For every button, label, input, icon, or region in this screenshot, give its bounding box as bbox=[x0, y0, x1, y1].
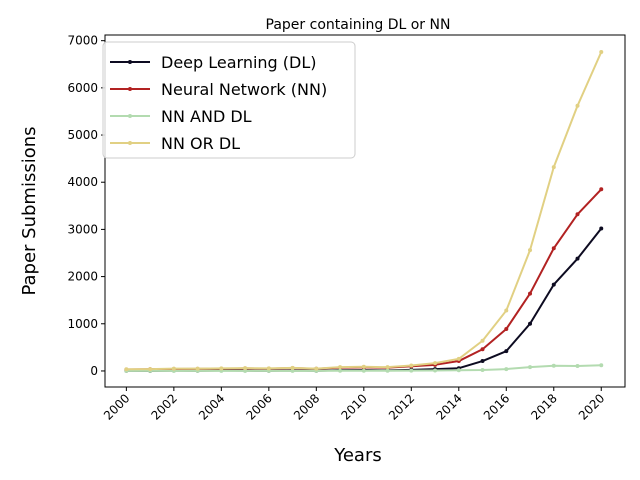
data-point bbox=[575, 364, 580, 368]
series-nn-or-dl bbox=[124, 49, 604, 372]
legend-marker bbox=[128, 114, 132, 118]
data-point bbox=[599, 226, 604, 231]
data-point bbox=[551, 246, 556, 251]
y-tick-label: 4000 bbox=[67, 175, 98, 189]
x-axis-title: Years bbox=[333, 445, 382, 466]
legend-marker bbox=[128, 87, 132, 91]
data-point bbox=[219, 366, 224, 371]
data-point bbox=[385, 368, 390, 373]
data-point bbox=[504, 367, 509, 372]
data-point bbox=[551, 363, 556, 368]
data-point bbox=[480, 359, 485, 364]
legend-box bbox=[102, 41, 356, 159]
data-point bbox=[456, 368, 461, 373]
data-point bbox=[338, 368, 343, 373]
data-point bbox=[528, 365, 533, 370]
data-point bbox=[504, 308, 509, 313]
legend-entry: Deep Learning (DL) bbox=[110, 53, 317, 72]
data-point bbox=[409, 363, 414, 368]
legend-entry: NN OR DL bbox=[110, 134, 240, 153]
legend-marker bbox=[128, 141, 132, 145]
data-point bbox=[480, 338, 485, 343]
data-point bbox=[148, 367, 153, 372]
data-point bbox=[385, 365, 390, 370]
y-tick-label: 5000 bbox=[67, 128, 98, 142]
legend-label: Neural Network (NN) bbox=[161, 80, 327, 99]
legend-label: NN OR DL bbox=[161, 134, 240, 153]
y-axis: 0 1000 2000 3000 4000 5000 6000 7000 bbox=[67, 34, 105, 378]
data-point bbox=[124, 367, 129, 372]
y-tick-label: 6000 bbox=[67, 81, 98, 95]
legend-entry: Neural Network (NN) bbox=[110, 80, 327, 99]
data-point bbox=[504, 326, 509, 331]
y-tick-label: 3000 bbox=[67, 222, 98, 236]
data-point bbox=[599, 363, 604, 368]
data-point bbox=[480, 368, 485, 373]
data-point bbox=[504, 349, 509, 354]
data-point bbox=[456, 356, 461, 361]
data-point bbox=[195, 366, 200, 371]
y-axis-title: Paper Submissions bbox=[19, 126, 40, 295]
data-point bbox=[171, 366, 176, 371]
y-tick-label: 1000 bbox=[67, 317, 98, 331]
data-point bbox=[528, 291, 533, 296]
data-point bbox=[480, 347, 485, 352]
data-point bbox=[361, 368, 366, 373]
data-point bbox=[575, 103, 580, 108]
data-point bbox=[266, 366, 271, 371]
legend-entry: NN AND DL bbox=[110, 107, 252, 126]
chart-title: Paper containing DL or NN bbox=[266, 17, 451, 33]
data-point bbox=[575, 212, 580, 217]
data-point bbox=[528, 321, 533, 326]
data-point bbox=[290, 368, 295, 373]
data-point bbox=[409, 368, 414, 373]
legend-label: Deep Learning (DL) bbox=[161, 53, 317, 72]
data-point bbox=[290, 365, 295, 370]
plot-frame bbox=[104, 34, 626, 388]
y-tick-label: 2000 bbox=[67, 270, 98, 284]
data-point bbox=[433, 368, 438, 373]
data-point bbox=[314, 366, 319, 371]
legend-label: NN AND DL bbox=[161, 107, 252, 126]
data-point bbox=[433, 361, 438, 366]
data-point bbox=[361, 364, 366, 369]
data-point bbox=[599, 187, 604, 192]
data-point bbox=[551, 282, 556, 287]
plot-area bbox=[124, 49, 604, 373]
data-point bbox=[575, 256, 580, 261]
data-point bbox=[599, 49, 604, 54]
legend-marker bbox=[128, 60, 132, 64]
data-point bbox=[551, 165, 556, 170]
y-tick-label: 0 bbox=[90, 364, 98, 378]
legend: Deep Learning (DL) Neural Network (NN) NN … bbox=[102, 41, 356, 159]
data-point bbox=[528, 248, 533, 253]
data-point bbox=[338, 365, 343, 370]
y-tick-label: 7000 bbox=[67, 34, 98, 48]
data-point bbox=[243, 366, 248, 371]
